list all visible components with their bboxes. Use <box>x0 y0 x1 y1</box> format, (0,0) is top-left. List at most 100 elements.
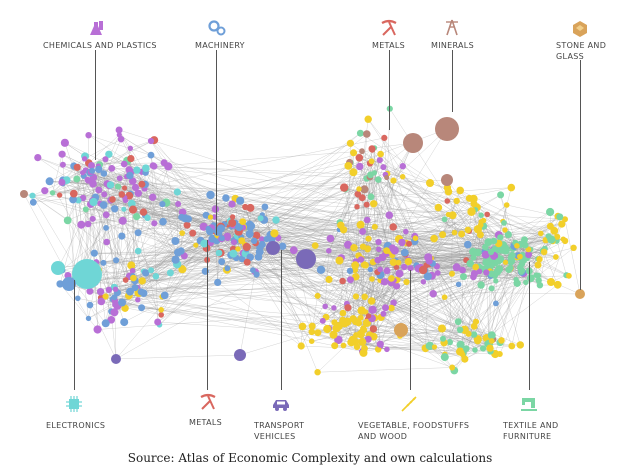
network-edge <box>394 280 475 327</box>
network-node <box>435 117 459 141</box>
network-node <box>106 181 115 189</box>
network-edge <box>463 276 490 344</box>
network-edge <box>468 273 475 334</box>
network-node <box>133 213 141 221</box>
network-node <box>514 243 520 249</box>
network-node <box>420 279 427 285</box>
network-node <box>367 193 375 201</box>
network-node <box>350 244 358 252</box>
network-edge <box>88 178 367 319</box>
network-node <box>166 269 174 277</box>
network-node <box>351 317 360 326</box>
network-node <box>82 206 89 213</box>
network-node <box>353 343 361 350</box>
network-node <box>484 211 491 218</box>
network-node <box>562 216 568 223</box>
network-node <box>100 259 107 266</box>
network-node <box>158 307 164 313</box>
network-edge <box>263 133 367 220</box>
network-edge <box>275 219 283 247</box>
network-edge <box>414 236 494 242</box>
network-edge <box>141 247 207 293</box>
network-edge <box>52 184 110 193</box>
network-edge <box>220 221 482 229</box>
network-node <box>507 183 516 192</box>
network-edge <box>59 165 92 284</box>
network-edge <box>130 140 152 149</box>
network-node <box>159 217 167 226</box>
network-node <box>367 266 374 273</box>
label-stone-and-glass: STONE AND GLASS <box>556 41 607 61</box>
network-edge <box>119 134 169 167</box>
network-edge <box>127 160 153 198</box>
network-node <box>134 189 142 197</box>
network-node <box>349 168 358 177</box>
network-node <box>339 277 346 285</box>
network-node <box>138 180 146 188</box>
network-node <box>316 265 326 274</box>
network-edge <box>368 119 443 235</box>
network-node <box>100 170 108 177</box>
network-nodes <box>20 105 585 376</box>
network-node <box>516 341 524 349</box>
network-node <box>93 325 102 334</box>
network-node <box>352 293 360 300</box>
network-edge <box>325 280 343 307</box>
network-node <box>558 220 566 228</box>
label-machinery: MACHINERY <box>195 41 245 50</box>
network-node <box>122 185 128 191</box>
network-node <box>115 126 123 134</box>
network-edge <box>443 321 459 343</box>
network-edge <box>250 207 318 373</box>
network-node <box>367 171 374 179</box>
network-node <box>41 187 49 195</box>
network-edge <box>447 187 486 252</box>
network-edge <box>543 250 558 285</box>
network-node <box>376 246 382 253</box>
network-node <box>252 231 261 240</box>
network-edge <box>150 140 165 163</box>
pickaxe-icon <box>200 393 216 410</box>
network-node <box>322 303 329 310</box>
network-edge <box>143 211 233 218</box>
network-node <box>441 216 448 223</box>
network-node <box>205 225 212 232</box>
network-edge <box>355 229 469 297</box>
network-edge <box>245 206 478 341</box>
network-edge <box>459 256 557 330</box>
network-edge <box>106 187 512 215</box>
network-node <box>358 337 367 346</box>
network-edge <box>147 161 372 218</box>
network-edge <box>508 233 541 235</box>
network-edge <box>130 171 136 281</box>
network-node <box>89 197 98 207</box>
network-node <box>384 346 390 353</box>
network-node <box>151 220 158 227</box>
network-edge <box>433 293 477 322</box>
network-edge <box>511 282 526 347</box>
network-edge <box>117 264 539 306</box>
network-node <box>314 329 322 337</box>
network-node <box>298 322 307 331</box>
network-node <box>164 162 173 171</box>
network-node <box>340 319 349 328</box>
network-node <box>225 235 231 242</box>
network-node <box>126 287 134 296</box>
network-node <box>383 267 391 275</box>
network-edge <box>432 263 491 349</box>
network-node <box>449 364 456 371</box>
network-node <box>121 304 129 312</box>
network-edge <box>103 148 131 174</box>
network-node <box>278 242 287 250</box>
car-icon <box>273 400 289 411</box>
network-node <box>238 255 246 263</box>
label-textile-and-furniture: TEXTILE AND FURNITURE <box>503 421 559 441</box>
network-edge <box>480 234 553 242</box>
network-edge <box>486 284 558 339</box>
network-edge <box>383 297 445 315</box>
network-edge <box>93 177 131 292</box>
network-node <box>440 335 446 342</box>
network-edge <box>350 143 384 168</box>
network-node <box>496 351 503 357</box>
